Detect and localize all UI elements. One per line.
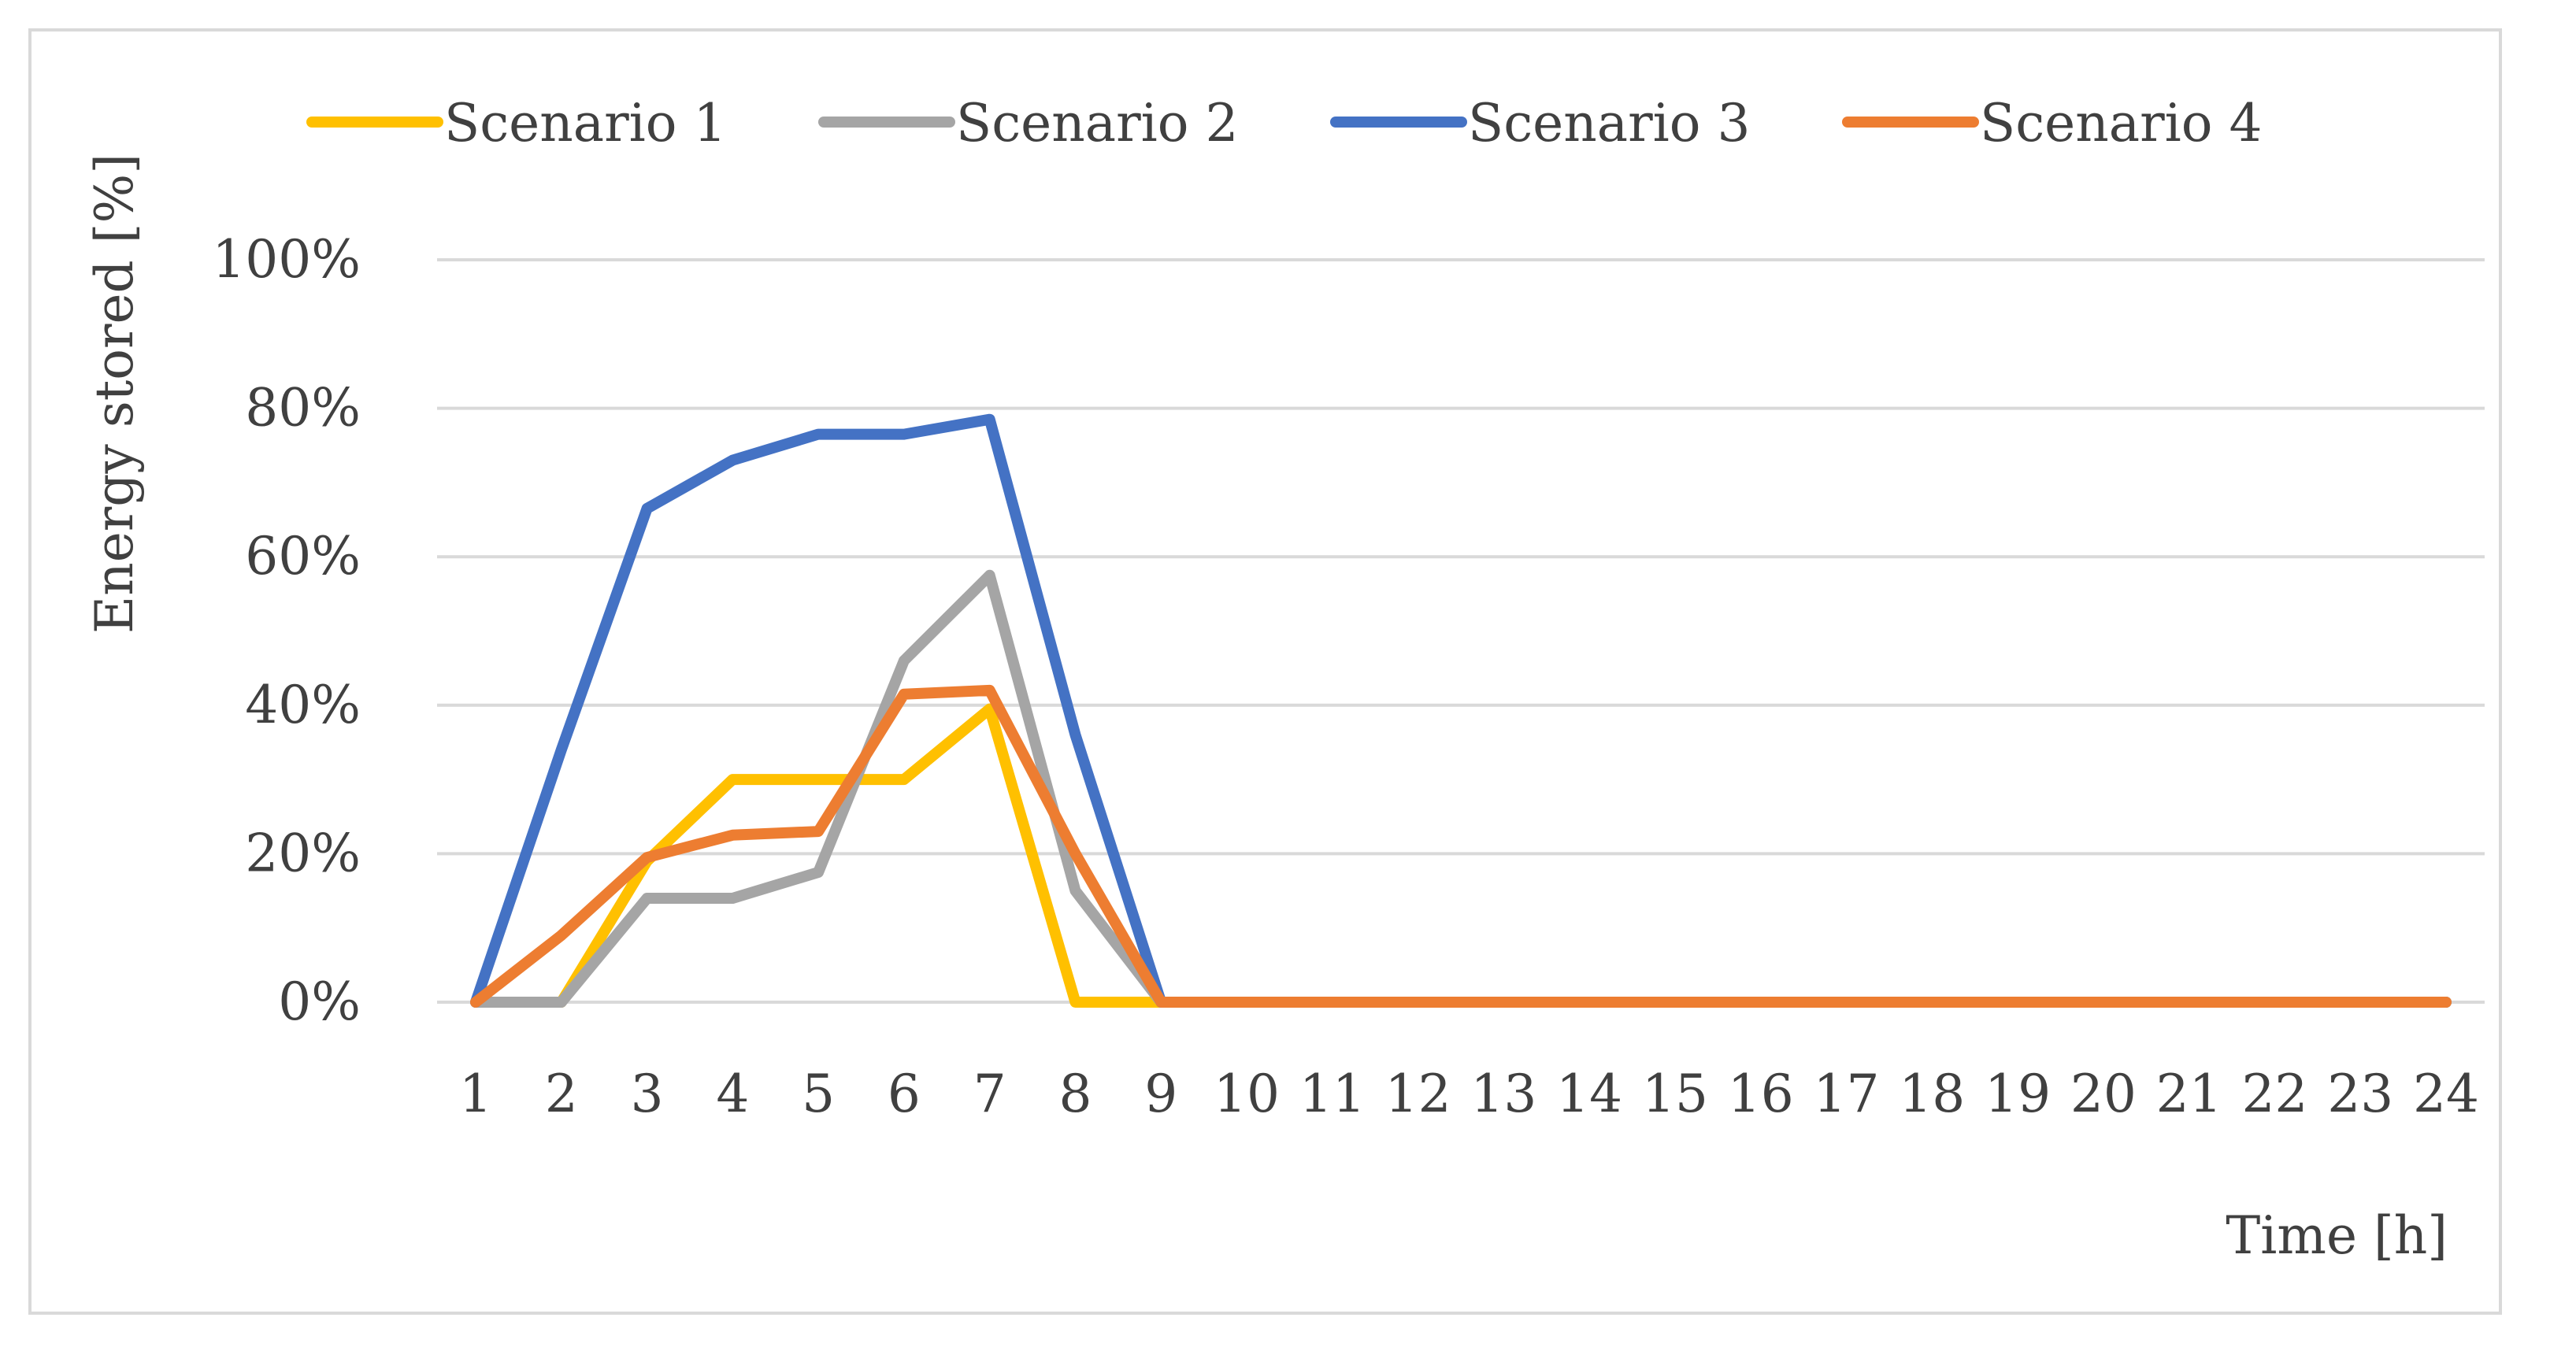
x-tick-label: 24 [2413,1064,2479,1124]
x-tick-label: 20 [2070,1064,2137,1124]
x-tick-label: 14 [1556,1064,1622,1124]
x-tick-label: 18 [1899,1064,1965,1124]
y-axis-tick-labels: 0% 20% 40% 60% 80% 100% [212,229,361,1032]
x-tick-label: 19 [1985,1064,2051,1124]
x-tick-label: 7 [973,1064,1006,1124]
x-tick-label: 1 [459,1064,492,1124]
x-tick-label: 17 [1814,1064,1880,1124]
series-line-4 [470,684,2452,1008]
chart-frame [28,28,2502,1315]
x-tick-label: 16 [1728,1064,1794,1124]
x-tick-label: 10 [1214,1064,1280,1124]
x-tick-label: 4 [716,1064,749,1124]
y-axis-title: Energy stored [%] [84,154,145,634]
y-tick-label: 40% [245,675,361,735]
series-line-1 [470,703,2452,1008]
legend: Scenario 1 Scenario 2 Scenario 3 Scenario 4 [306,93,2262,154]
x-tick-label: 13 [1470,1064,1536,1124]
y-tick-label: 20% [245,823,361,883]
legend-label-4: Scenario 4 [1980,93,2262,154]
series-line-3 [470,413,2452,1008]
legend-label-1: Scenario 1 [444,93,726,154]
x-tick-label: 8 [1058,1064,1092,1124]
y-tick-label: 60% [245,526,361,587]
x-tick-label: 12 [1385,1064,1451,1124]
x-tick-label: 22 [2241,1064,2307,1124]
y-tick-label: 80% [245,378,361,439]
x-axis-tick-labels: 1 2 3 4 5 6 7 8 9 10 11 12 13 14 15 16 17 18 19 20 21 22 23 24 [459,1064,2479,1124]
x-tick-label: 23 [2327,1064,2393,1124]
x-tick-label: 9 [1144,1064,1177,1124]
x-tick-label: 3 [631,1064,664,1124]
x-tick-label: 15 [1642,1064,1708,1124]
series-lines [470,413,2452,1008]
y-tick-label: 100% [212,229,361,290]
legend-label-3: Scenario 3 [1468,93,1750,154]
x-axis-title: Time [h] [2226,1205,2448,1266]
x-tick-label: 5 [802,1064,835,1124]
legend-label-2: Scenario 2 [956,93,1238,154]
x-tick-label: 6 [888,1064,921,1124]
x-tick-label: 11 [1299,1064,1366,1124]
y-tick-label: 0% [278,971,361,1032]
x-tick-label: 21 [2156,1064,2222,1124]
x-tick-label: 2 [545,1064,578,1124]
series-line-2 [470,569,2452,1008]
